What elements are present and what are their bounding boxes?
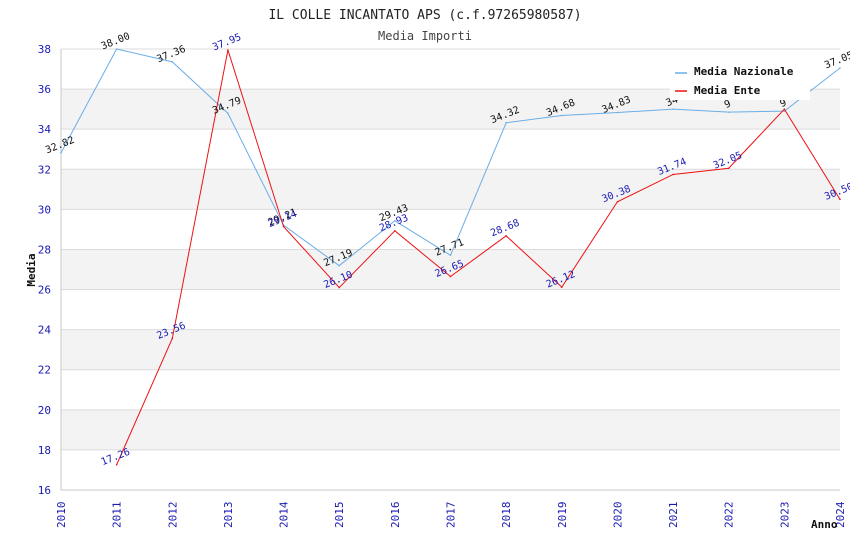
grid-band xyxy=(61,409,840,450)
data-point xyxy=(727,111,730,113)
data-point xyxy=(227,49,229,51)
legend-label-media-ente: Media Ente xyxy=(694,84,761,97)
x-tick-label: 2023 xyxy=(778,502,791,529)
y-tick-label: 16 xyxy=(38,484,51,497)
y-tick-label: 30 xyxy=(38,203,51,216)
x-axis-label: Anno xyxy=(811,518,838,531)
chart-legend: Media Nazionale Media Ente xyxy=(670,60,810,100)
legend-background xyxy=(670,60,810,100)
y-tick-label: 34 xyxy=(38,123,52,136)
data-point xyxy=(672,173,674,176)
data-point xyxy=(783,110,786,112)
data-point xyxy=(560,114,563,117)
data-point xyxy=(616,200,619,203)
data-point xyxy=(115,48,118,50)
y-tick-label: 28 xyxy=(38,243,51,256)
data-point xyxy=(839,198,841,201)
chart-title: IL COLLE INCANTATO APS (c.f.97265980587) xyxy=(268,8,581,23)
data-point xyxy=(171,337,174,340)
data-point xyxy=(282,225,285,228)
data-point xyxy=(115,463,118,466)
data-point xyxy=(227,112,229,115)
x-tick-label: 2019 xyxy=(556,502,569,529)
y-tick-label: 20 xyxy=(38,404,51,417)
x-tick-label: 2014 xyxy=(278,501,291,528)
x-tick-label: 2021 xyxy=(667,502,680,529)
data-label: 9 xyxy=(723,99,733,111)
x-tick-label: 2018 xyxy=(500,502,513,528)
y-tick-label: 32 xyxy=(38,163,51,176)
grid-band xyxy=(61,129,840,170)
data-point xyxy=(449,275,452,278)
series-line-media-ente xyxy=(116,49,841,465)
y-tick-label: 36 xyxy=(38,83,51,96)
grid-band xyxy=(61,329,840,370)
data-point xyxy=(672,108,674,110)
y-tick-label: 38 xyxy=(38,43,51,56)
x-tick-label: 2012 xyxy=(166,502,179,529)
data-point xyxy=(394,219,396,222)
data-point xyxy=(560,286,563,288)
data-point xyxy=(171,61,174,63)
data-point xyxy=(338,286,341,289)
grid-band xyxy=(61,169,840,210)
grid-band xyxy=(61,369,840,410)
x-tick-label: 2020 xyxy=(611,502,624,529)
data-point xyxy=(783,108,786,110)
x-tick-label: 2022 xyxy=(723,502,736,529)
y-tick-label: 26 xyxy=(38,284,51,297)
chart-subtitle: Media Importi xyxy=(378,29,472,43)
data-point xyxy=(616,111,619,114)
x-tick-label: 2017 xyxy=(445,502,458,529)
x-tick-label: 2010 xyxy=(55,502,68,529)
data-point xyxy=(505,121,507,124)
x-tick-label: 2015 xyxy=(333,502,346,529)
data-point xyxy=(839,67,841,69)
data-point xyxy=(727,167,730,170)
data-point xyxy=(449,254,452,257)
grid-band xyxy=(61,449,840,490)
legend-label-media-nazionale: Media Nazionale xyxy=(694,65,794,78)
x-tick-label: 2011 xyxy=(111,502,124,529)
grid-band xyxy=(61,289,840,330)
x-tick-label: 2016 xyxy=(389,502,402,529)
data-point xyxy=(505,235,507,237)
data-point xyxy=(394,230,396,232)
y-tick-label: 24 xyxy=(38,324,52,337)
grid-band xyxy=(61,249,840,290)
data-point xyxy=(338,264,341,267)
data-label: 9 xyxy=(779,98,789,110)
x-tick-label: 2024 xyxy=(834,501,847,528)
y-axis-label: Media xyxy=(25,253,38,286)
y-tick-label: 22 xyxy=(38,364,51,377)
data-point xyxy=(60,152,62,154)
y-tick-label: 18 xyxy=(38,444,51,457)
x-tick-label: 2013 xyxy=(222,502,235,529)
